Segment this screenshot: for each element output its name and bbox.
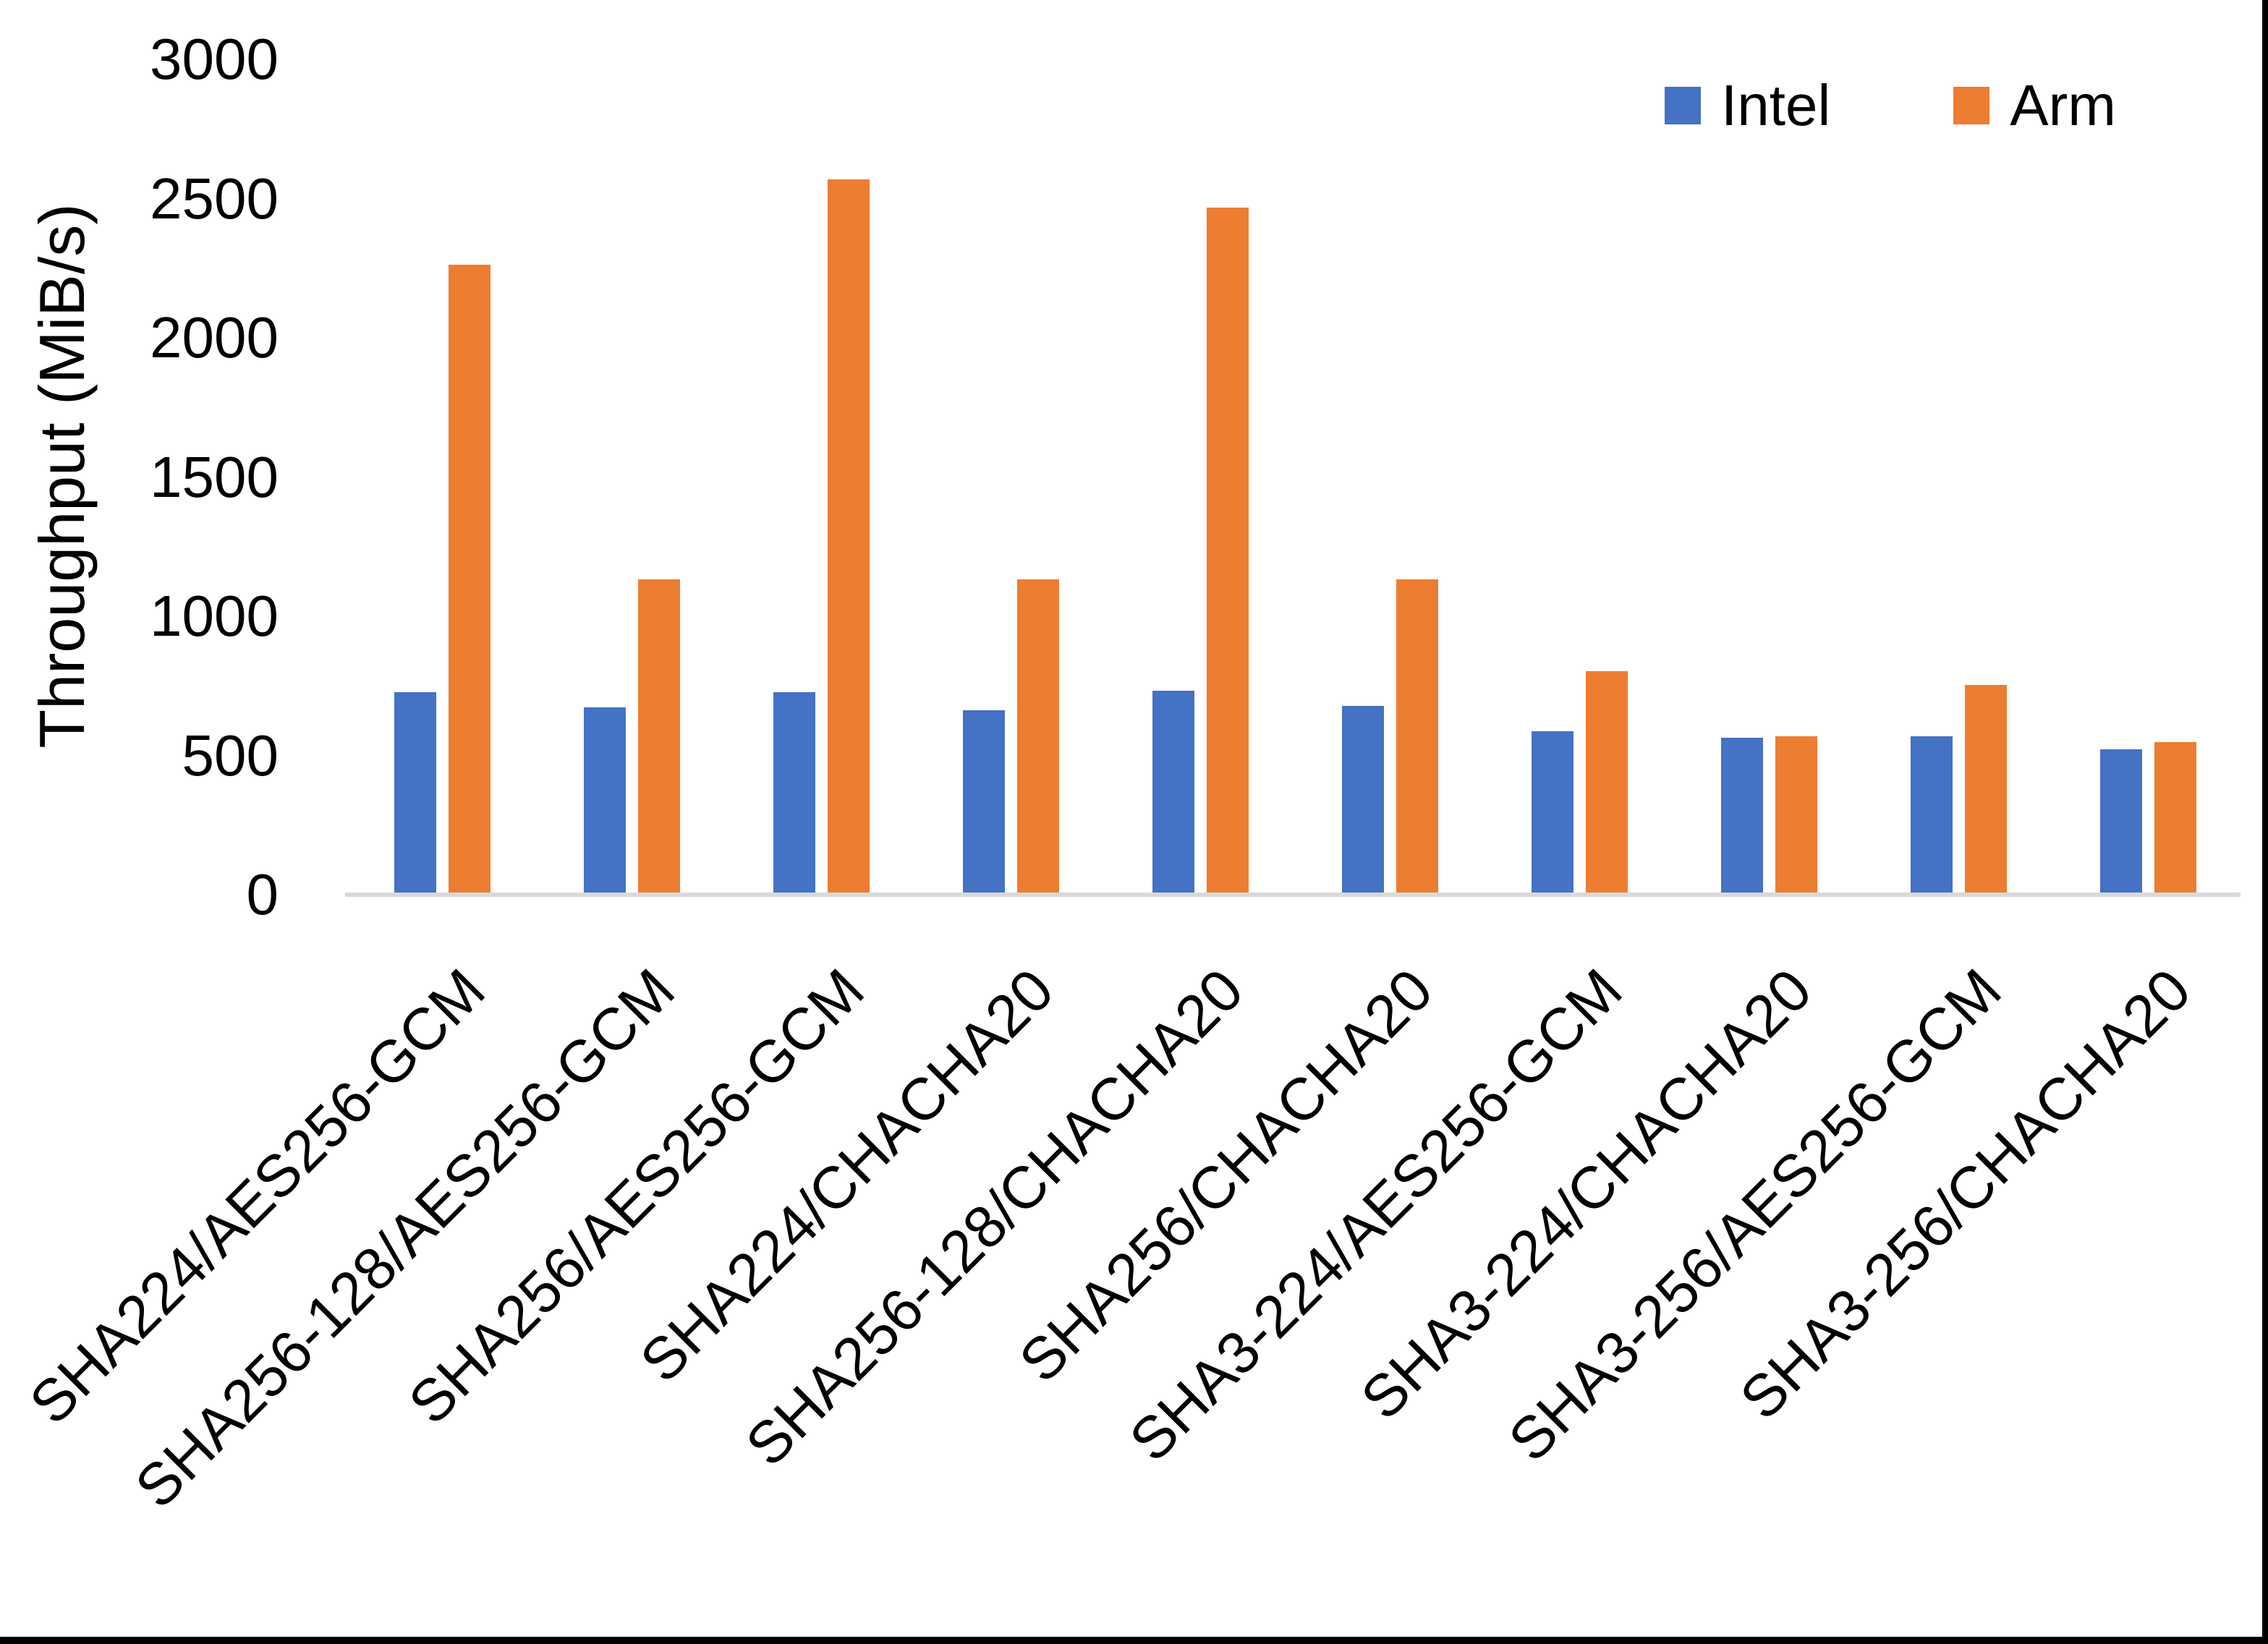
arm-bar	[1964, 685, 2007, 893]
y-tick-label-1500: 1500	[150, 444, 279, 509]
legend-label: Arm	[2010, 73, 2116, 137]
category-group-4	[916, 57, 1105, 893]
arm-bar	[1206, 208, 1249, 893]
x-axis-line	[345, 893, 2241, 897]
intel-bar	[1531, 731, 1573, 893]
legend-label: Intel	[1721, 73, 1831, 137]
legend-item-arm: Arm	[1953, 77, 2116, 135]
category-group-8	[1674, 57, 1864, 893]
arm-bar	[1396, 579, 1438, 893]
intel-bar	[583, 707, 626, 893]
y-tick-label-500: 500	[182, 723, 279, 788]
category-group-3	[726, 57, 916, 893]
intel-bar	[394, 692, 436, 893]
right-edge-bar	[2262, 0, 2268, 1644]
category-group-1	[347, 57, 537, 893]
arm-bar	[1775, 736, 1817, 893]
intel-legend-swatch	[1665, 87, 1701, 124]
y-tick-label-1000: 1000	[150, 584, 279, 648]
intel-bar	[1152, 691, 1194, 893]
intel-bar	[962, 710, 1005, 893]
category-group-6	[1295, 57, 1485, 893]
arm-bar	[448, 265, 490, 893]
arm-bar	[1016, 579, 1059, 893]
intel-bar	[1720, 738, 1763, 893]
intel-bar	[773, 692, 815, 893]
category-group-10	[2053, 57, 2243, 893]
category-group-2	[537, 57, 726, 893]
intel-bar	[1341, 706, 1384, 893]
bottom-edge-bar	[0, 1637, 2268, 1644]
y-axis-title: Throughput (MiB/s)	[26, 203, 98, 749]
intel-bar	[2099, 749, 2142, 893]
arm-bar	[1585, 671, 1628, 893]
category-group-7	[1485, 57, 1674, 893]
y-tick-label-2000: 2000	[150, 305, 279, 370]
arm-legend-swatch	[1953, 87, 1990, 124]
legend-item-intel: Intel	[1665, 77, 1830, 135]
plot-area	[347, 57, 2243, 893]
intel-bar	[1910, 736, 1953, 893]
category-group-9	[1864, 57, 2053, 893]
arm-bar	[2154, 742, 2196, 893]
legend: Intel Arm	[1665, 77, 2116, 135]
arm-bar	[637, 579, 680, 893]
category-group-5	[1105, 57, 1295, 893]
arm-bar	[827, 179, 870, 893]
y-tick-label-2500: 2500	[150, 166, 279, 231]
y-tick-label-0: 0	[246, 862, 279, 927]
y-tick-label-3000: 3000	[150, 27, 279, 91]
